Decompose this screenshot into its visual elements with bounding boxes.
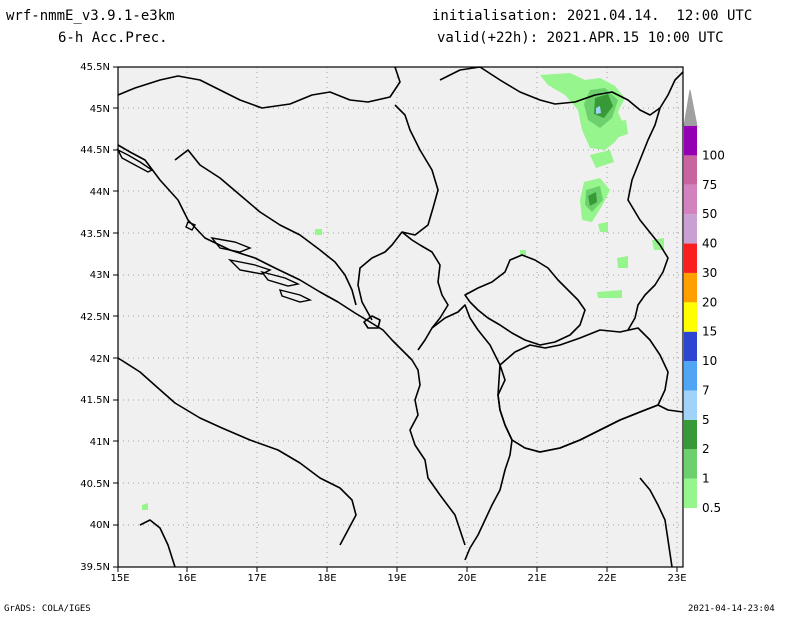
colorbar-level-label: 30 (702, 266, 717, 280)
serbia-montenegro-border (401, 231, 449, 351)
serbia-bulgaria-border (627, 107, 669, 331)
valid-time: valid(+22h): 2021.APR.15 10:00 UTC (437, 30, 724, 46)
island-3 (227, 258, 272, 275)
generation-timestamp: 2021-04-14-23:04 (688, 604, 775, 614)
precip-peak (596, 106, 601, 114)
montenegro-coast-loop (363, 315, 381, 329)
colorbar-level-label: 40 (702, 237, 717, 251)
lon-label: 16E (177, 573, 196, 584)
lon-label: 22E (597, 573, 616, 584)
colorbar-level-label: 2 (702, 442, 710, 456)
precip-light-patch-8 (142, 503, 148, 510)
lat-label: 41.5N (80, 395, 110, 406)
colorbar-swatch (684, 155, 697, 185)
lon-label: 21E (527, 573, 546, 584)
albania-border (431, 304, 513, 561)
colorbar-swatch (684, 184, 697, 215)
adriatic-coast-east (117, 144, 466, 546)
island-6 (185, 221, 197, 231)
lat-label: 44.5N (80, 145, 110, 156)
precip-light-patch-5 (597, 290, 622, 298)
lat-label: 42.5N (80, 312, 110, 323)
lat-axis (113, 66, 118, 568)
colorbar-top-arrow (683, 89, 698, 127)
lon-label: 20E (457, 573, 476, 584)
colorbar-level-label: 20 (702, 295, 717, 309)
colorbar-swatch (684, 390, 697, 420)
colorbar-level-label: 5 (702, 413, 710, 427)
colorbar-swatch (684, 272, 697, 303)
lat-label: 43N (90, 270, 110, 281)
bosnia-border-west (174, 149, 357, 306)
colorbar-swatch (684, 214, 697, 244)
lat-label: 45.5N (80, 62, 110, 73)
greece-coast (639, 477, 673, 568)
lat-label: 40N (90, 520, 110, 531)
lon-label: 18E (317, 573, 336, 584)
colorbar-level-label: 75 (702, 178, 717, 192)
bosnia-border-east (357, 104, 439, 321)
lon-labels: 15E 16E 17E 18E 19E 20E 21E 22E 23E (110, 573, 686, 584)
island-4 (260, 270, 301, 287)
boundaries (117, 66, 684, 568)
slovenia-croatia-border (117, 66, 401, 109)
colorbar-swatch (684, 126, 697, 156)
serbia-romania-border (479, 66, 684, 116)
kosovo-border (464, 254, 586, 346)
lon-axis (117, 567, 678, 572)
init-time: initialisation: 2021.04.14. 12:00 UTC (432, 8, 753, 24)
precip-heavy-mid (588, 192, 597, 206)
island-1 (116, 148, 154, 173)
lat-label: 45N (90, 104, 110, 115)
islands (116, 148, 313, 303)
lon-label: 17E (247, 573, 266, 584)
precip-shading (142, 73, 664, 510)
colorbar-swatch (684, 419, 697, 450)
lon-label: 15E (110, 573, 129, 584)
lat-label: 40.5N (80, 479, 110, 490)
lat-label: 39.5N (80, 562, 110, 573)
precip-light-patch-1 (612, 120, 628, 138)
colorbar: 0.5 1 2 5 7 10 15 20 30 40 50 75 100 (683, 89, 725, 515)
precip-light-patch-3 (598, 222, 608, 232)
lon-label: 19E (387, 573, 406, 584)
colorbar-level-label: 50 (702, 207, 717, 221)
grads-credit: GrADS: COLA/IGES (4, 604, 91, 614)
colorbar-swatch (684, 302, 697, 332)
colorbar-swatch (684, 449, 697, 479)
colorbar-level-label: 10 (702, 354, 717, 368)
lon-label: 23E (667, 573, 686, 584)
colorbar-level-label: 1 (702, 472, 710, 486)
colorbar-swatch (684, 331, 697, 362)
colorbar-level-label: 15 (702, 325, 717, 339)
precip-light-patch-4 (617, 256, 628, 268)
map-frame (117, 66, 684, 568)
colorbar-level-label: 100 (702, 148, 725, 162)
colorbar-swatch (684, 478, 697, 508)
lat-label: 42N (90, 354, 110, 365)
italy-heel-coast (139, 519, 176, 568)
lat-label: 43.5N (80, 229, 110, 240)
precip-light-patch-7 (315, 229, 322, 235)
precip-light-patch-2 (590, 150, 614, 168)
colorbar-level-label: 7 (702, 383, 710, 397)
italy-coast (117, 357, 357, 546)
lat-label: 41N (90, 437, 110, 448)
colorbar-level-label: 0.5 (702, 501, 721, 515)
lat-label: 44N (90, 187, 110, 198)
lat-labels: 45.5N 45N 44.5N 44N 43.5N 43N 42.5N 42N … (80, 62, 110, 573)
serbia-north (439, 66, 481, 81)
colorbar-swatch (684, 361, 697, 391)
island-2 (210, 236, 252, 253)
colorbar-swatch (684, 243, 697, 273)
model-title: wrf-nmmE_v3.9.1-e3km (6, 8, 175, 24)
island-5 (278, 289, 313, 303)
greece-border (511, 404, 684, 453)
field-title: 6-h Acc.Prec. (58, 30, 168, 46)
